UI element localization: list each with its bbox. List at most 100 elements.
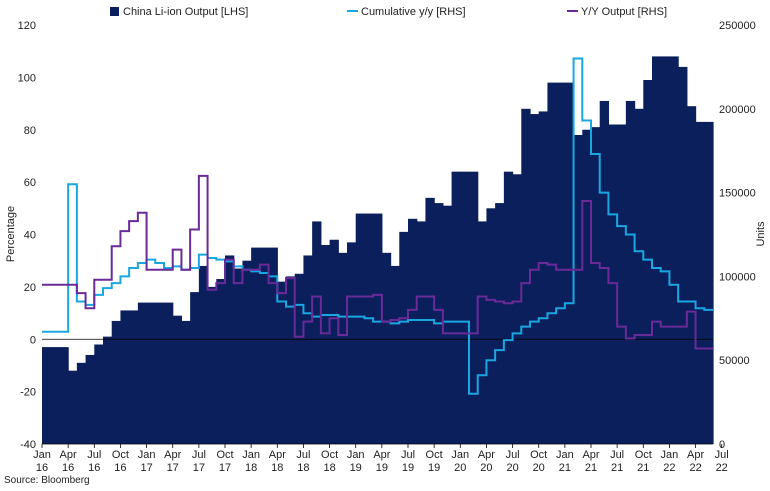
output-bar [564,82,575,445]
x-tick-label-month: Apr [269,449,286,461]
output-bar [477,221,488,444]
x-tick-label-year: 19 [376,462,388,474]
output-bar [207,286,217,445]
x-tick-label-month: Apr [60,449,77,461]
output-bar [286,276,296,444]
output-bar [303,255,313,444]
x-tick-label-year: 16 [114,462,126,474]
x-tick-label-year: 19 [402,462,414,474]
x-tick-label-year: 20 [480,462,492,474]
x-tick-label-month: Apr [582,449,599,461]
legend-label-yoy: Y/Y Output [RHS] [581,6,667,18]
output-bar [686,106,697,445]
x-tick-label-month: Jul [715,449,729,461]
x-tick-label-month: Jul [401,449,415,461]
x-tick-label-month: Apr [687,449,704,461]
x-tick-label-month: Oct [426,449,443,461]
y-axis-right-title: Units [755,221,767,247]
output-bar [277,281,287,444]
output-bar [652,56,662,445]
output-bar [268,247,278,444]
x-tick-label-year: 17 [219,462,231,474]
output-bar [660,56,671,445]
x-tick-label-month: Jul [506,449,520,461]
x-tick-label-year: 16 [62,462,74,474]
x-tick-label-month: Oct [112,449,129,461]
output-bar [608,124,618,444]
x-tick-label-month: Apr [373,449,390,461]
x-tick-label-month: Jan [347,449,365,461]
output-bar [503,171,514,444]
x-tick-label-year: 21 [611,462,623,474]
x-tick-label-year: 20 [454,462,466,474]
yy-output-line [42,174,713,350]
x-tick-label-year: 17 [193,462,205,474]
output-bar [521,108,531,445]
x-tick-label-month: Jan [138,449,156,461]
x-tick-label-year: 17 [140,462,152,474]
output-bar [155,302,165,444]
output-bar [338,252,348,444]
legend: China Li-ion Output [LHS] Cumulative y/y… [110,6,667,18]
output-bar [120,310,130,444]
output-bar [704,121,714,444]
y-axis-left-title: Percentage [5,206,17,262]
y-left-tick-label: 100 [18,72,36,84]
output-bar [85,354,95,444]
output-bar [530,114,540,444]
output-bar [225,255,235,444]
x-tick-label-month: Oct [321,449,338,461]
y-right-tick-label: 50000 [719,355,750,367]
output-bar [364,213,374,444]
output-bar [251,247,261,444]
x-tick-label-month: Apr [164,449,181,461]
output-bar [76,362,87,444]
output-bar [137,302,148,444]
y-left-tick-label: -20 [20,387,36,399]
x-tick-label-month: Oct [216,449,233,461]
output-bar [164,302,174,444]
output-bar [625,100,636,444]
x-tick-label-year: 16 [36,462,48,474]
output-bar [294,273,305,444]
output-bar [573,134,583,445]
output-bar [373,213,383,444]
x-tick-label-year: 20 [506,462,518,474]
x-tick-label-month: Jan [242,449,260,461]
output-bar [495,203,505,444]
x-tick-label-month: Jan [451,449,469,461]
x-tick-label-month: Jan [661,449,679,461]
output-bar [198,265,209,444]
legend-swatch-output [110,7,119,16]
output-bar [512,174,522,444]
output-bar [111,320,122,444]
output-bar [556,82,566,445]
output-bar [129,310,139,444]
output-bar [695,121,705,444]
plot-area [42,56,714,445]
output-bar [390,265,400,444]
y-right-tick-label: 250000 [719,20,756,32]
x-tick-label-year: 17 [167,462,179,474]
output-bar [216,279,226,444]
output-bar [442,205,453,444]
x-tick-label-month: Jul [87,449,101,461]
output-bar [94,344,104,444]
output-bar [103,336,113,444]
output-bar [582,129,592,444]
x-tick-label-month: Oct [635,449,652,461]
output-bar [643,79,653,445]
legend-label-cumulative: Cumulative y/y [RHS] [361,6,466,18]
output-bar [347,242,357,444]
x-tick-label-year: 22 [689,462,701,474]
y-right-tick-label: 150000 [719,188,756,200]
x-tick-label-month: Oct [530,449,547,461]
y-left-tick-label: 40 [24,230,36,242]
x-tick-label-year: 19 [350,462,362,474]
x-tick-label-month: Jul [192,449,206,461]
output-bar [547,82,557,445]
output-bar [678,66,688,445]
output-bar [59,347,69,444]
